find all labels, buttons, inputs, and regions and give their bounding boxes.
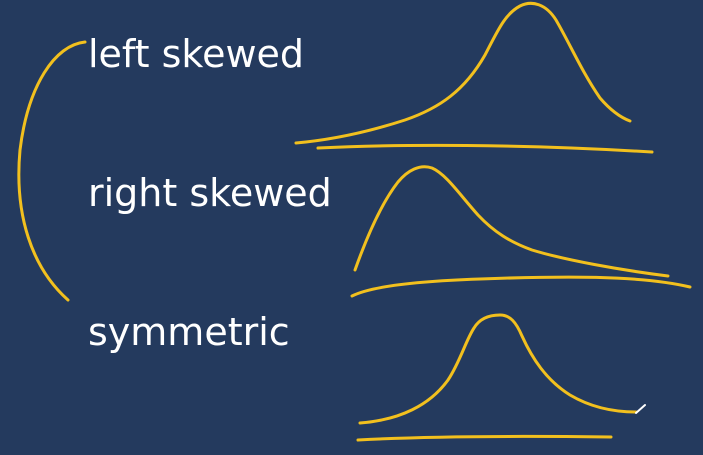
label-right-skewed: right skewed <box>88 171 332 215</box>
label-symmetric: symmetric <box>88 310 290 354</box>
label-left-skewed: left skewed <box>88 32 305 76</box>
symmetric-curve <box>358 313 638 425</box>
grouping-bracket <box>17 40 87 302</box>
right-skewed-axis <box>350 275 692 298</box>
right-skewed-curve <box>353 165 670 278</box>
pen-cursor-icon <box>635 404 646 414</box>
left-skewed-axis <box>316 143 654 154</box>
left-skewed-curve <box>294 1 632 145</box>
symmetric-axis <box>356 434 613 442</box>
